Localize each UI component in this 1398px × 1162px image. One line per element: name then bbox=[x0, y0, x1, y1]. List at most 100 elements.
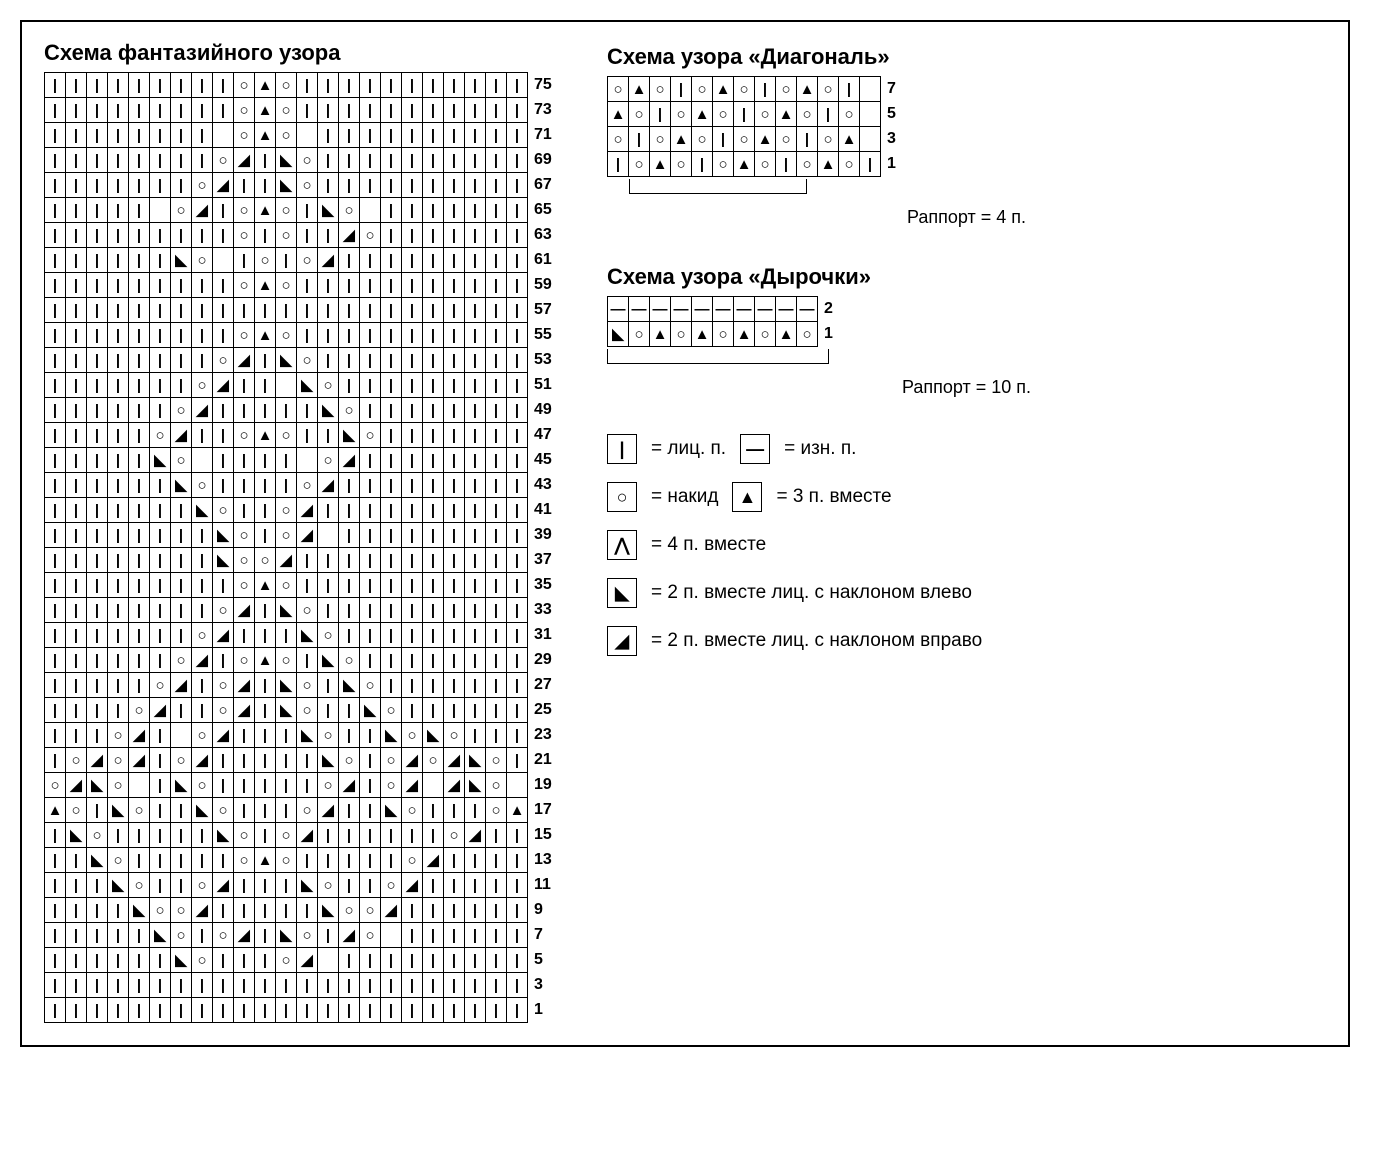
chart-cell: | bbox=[192, 148, 213, 173]
chart-cell: | bbox=[318, 298, 339, 323]
chart-cell: ○ bbox=[297, 348, 318, 373]
chart-cell: | bbox=[192, 223, 213, 248]
chart-cell: | bbox=[129, 673, 150, 698]
chart-cell: | bbox=[150, 498, 171, 523]
chart-cell: ○ bbox=[629, 152, 650, 177]
chart-cell: | bbox=[318, 498, 339, 523]
chart-cell: ◢ bbox=[297, 523, 318, 548]
holes-chart-block: Схема узора «Дырочки» ——————————2◣○▲○▲○▲… bbox=[607, 264, 1326, 398]
chart-cell: ▲ bbox=[629, 77, 650, 102]
chart-cell: | bbox=[255, 148, 276, 173]
chart-cell: | bbox=[444, 673, 465, 698]
chart-cell: | bbox=[255, 173, 276, 198]
chart-cell: | bbox=[129, 998, 150, 1023]
chart-cell: | bbox=[402, 248, 423, 273]
chart-cell: | bbox=[192, 598, 213, 623]
chart-cell: ▲ bbox=[818, 152, 839, 177]
chart-cell: | bbox=[45, 723, 66, 748]
chart-cell: ○ bbox=[192, 723, 213, 748]
chart-cell: | bbox=[507, 698, 528, 723]
chart-cell: | bbox=[108, 973, 129, 998]
chart-cell: | bbox=[507, 248, 528, 273]
chart-cell: ○ bbox=[192, 248, 213, 273]
chart-cell: | bbox=[339, 723, 360, 748]
diag-chart-title: Схема узора «Диагональ» bbox=[607, 44, 1326, 70]
chart-cell: | bbox=[192, 323, 213, 348]
chart-cell: ○ bbox=[381, 748, 402, 773]
chart-cell: | bbox=[318, 273, 339, 298]
chart-cell: ○ bbox=[629, 102, 650, 127]
chart-cell: | bbox=[507, 273, 528, 298]
chart-cell: | bbox=[87, 573, 108, 598]
chart-cell: | bbox=[87, 998, 108, 1023]
chart-cell: ○ bbox=[318, 448, 339, 473]
chart-cell: | bbox=[465, 923, 486, 948]
chart-cell: | bbox=[423, 123, 444, 148]
chart-cell: | bbox=[87, 248, 108, 273]
chart-cell: ◢ bbox=[297, 498, 318, 523]
main-chart-grid: |||||||||○▲○|||||||||||75|||||||||○▲○|||… bbox=[44, 72, 567, 1023]
chart-cell: | bbox=[87, 798, 108, 823]
chart-cell: | bbox=[234, 623, 255, 648]
chart-cell: ▲ bbox=[255, 73, 276, 98]
chart-cell: | bbox=[402, 673, 423, 698]
chart-cell: | bbox=[402, 898, 423, 923]
chart-cell: | bbox=[129, 448, 150, 473]
chart-cell: | bbox=[381, 423, 402, 448]
chart-cell: | bbox=[402, 998, 423, 1023]
chart-cell: | bbox=[66, 73, 87, 98]
chart-cell: | bbox=[486, 123, 507, 148]
chart-cell: | bbox=[444, 448, 465, 473]
chart-cell: ○ bbox=[108, 748, 129, 773]
chart-cell: | bbox=[150, 948, 171, 973]
chart-cell: ◢ bbox=[234, 923, 255, 948]
chart-cell: ◢ bbox=[318, 473, 339, 498]
chart-cell: ○ bbox=[276, 648, 297, 673]
chart-cell: ◣ bbox=[192, 798, 213, 823]
chart-cell: | bbox=[108, 148, 129, 173]
chart-cell: | bbox=[45, 948, 66, 973]
chart-cell: | bbox=[213, 298, 234, 323]
chart-cell: | bbox=[45, 923, 66, 948]
chart-cell bbox=[423, 773, 444, 798]
chart-cell: | bbox=[444, 898, 465, 923]
chart-cell: | bbox=[507, 623, 528, 648]
chart-cell: | bbox=[66, 623, 87, 648]
diag-chart-grid: ○▲○|○▲○|○▲○|7▲○|○▲○|○▲○|○5○|○▲○|○▲○|○▲3|… bbox=[607, 76, 920, 177]
row-label: 37 bbox=[528, 548, 567, 573]
chart-cell: ○ bbox=[755, 322, 776, 347]
chart-cell: ○ bbox=[192, 473, 213, 498]
chart-cell: | bbox=[402, 223, 423, 248]
chart-cell: | bbox=[402, 448, 423, 473]
row-label: 73 bbox=[528, 98, 567, 123]
chart-cell: ▲ bbox=[692, 102, 713, 127]
chart-cell: | bbox=[318, 548, 339, 573]
chart-cell: | bbox=[423, 948, 444, 973]
holes-repeat-label: Раппорт = 10 п. bbox=[607, 377, 1326, 398]
chart-cell: ○ bbox=[318, 873, 339, 898]
chart-cell: ○ bbox=[734, 127, 755, 152]
chart-cell: | bbox=[486, 273, 507, 298]
chart-cell: | bbox=[402, 648, 423, 673]
chart-cell: | bbox=[66, 548, 87, 573]
chart-cell: | bbox=[45, 673, 66, 698]
chart-cell: | bbox=[150, 598, 171, 623]
chart-cell: | bbox=[360, 498, 381, 523]
chart-cell: | bbox=[66, 123, 87, 148]
chart-cell: | bbox=[192, 973, 213, 998]
chart-cell: | bbox=[129, 198, 150, 223]
chart-cell: | bbox=[402, 498, 423, 523]
chart-cell: | bbox=[339, 348, 360, 373]
chart-cell: ○ bbox=[276, 73, 297, 98]
chart-cell: | bbox=[87, 923, 108, 948]
chart-cell: | bbox=[486, 673, 507, 698]
chart-cell: | bbox=[402, 948, 423, 973]
chart-cell: | bbox=[444, 123, 465, 148]
chart-cell: | bbox=[66, 273, 87, 298]
chart-cell: | bbox=[255, 623, 276, 648]
chart-cell: | bbox=[650, 102, 671, 127]
chart-cell: | bbox=[423, 548, 444, 573]
chart-cell: | bbox=[486, 873, 507, 898]
chart-cell: | bbox=[507, 973, 528, 998]
chart-cell: | bbox=[150, 223, 171, 248]
